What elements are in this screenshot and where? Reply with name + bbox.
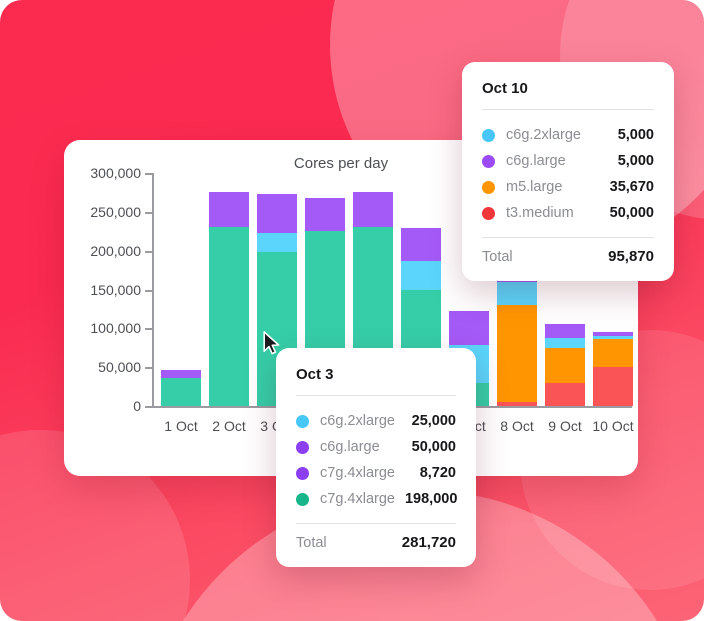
y-axis-tick <box>145 406 152 408</box>
tooltip-total-label: Total <box>296 534 327 551</box>
y-axis-tick-label: 150,000 <box>90 281 141 298</box>
tooltip-row: c6g.large 50,000 <box>296 434 456 460</box>
bar-column[interactable] <box>209 192 249 406</box>
tooltip-total-row: Total 281,720 <box>296 534 456 551</box>
tooltip-row: c7g.4xlarge 198,000 <box>296 486 458 512</box>
tooltip-divider <box>296 523 456 524</box>
tooltip-row: c7g.4xlarge 8,720 <box>296 460 456 486</box>
tooltip-series-value: 35,670 <box>609 179 654 195</box>
series-color-dot-icon <box>296 492 309 506</box>
series-color-dot-icon <box>296 414 309 428</box>
tooltip-total-label: Total <box>482 248 513 265</box>
x-axis-tick-label: 2 Oct <box>212 418 246 434</box>
bar-column[interactable] <box>161 370 201 406</box>
y-axis-tick <box>145 211 152 214</box>
tooltip-rows: c6g.2xlarge 25,000 c6g.large 50,000 c7g.4xla… <box>296 408 458 512</box>
bar-segment[interactable] <box>593 331 633 336</box>
mouse-pointer-icon <box>263 331 281 357</box>
bar-segment[interactable] <box>593 335 633 340</box>
y-axis-tick <box>145 328 152 331</box>
tooltip-series-name: c6g.large <box>320 439 380 455</box>
y-axis-tick-label: 250,000 <box>90 203 141 220</box>
tooltip-row: t3.medium 50,000 <box>482 200 654 226</box>
bar-segment[interactable] <box>209 192 249 228</box>
x-axis-tick-label: 8 Oct <box>500 418 534 434</box>
x-axis-tick-label: 10 Oct <box>592 418 634 434</box>
series-color-dot-icon <box>296 466 309 480</box>
bar-segment[interactable] <box>545 324 585 339</box>
tooltip-title: Oct 10 <box>482 80 528 97</box>
tooltip-series-value: 5,000 <box>617 153 654 169</box>
y-axis-tick <box>145 173 152 175</box>
tooltip-rows: c6g.2xlarge 5,000 c6g.large 5,000 m5.large 35… <box>482 122 654 226</box>
y-axis-tick-label: 100,000 <box>90 320 141 337</box>
bar-segment[interactable] <box>161 378 201 406</box>
tooltip-series-value: 50,000 <box>411 439 456 455</box>
tooltip-series-name: c6g.2xlarge <box>320 413 395 429</box>
tooltip-series-name: c6g.2xlarge <box>506 127 581 143</box>
tooltip-series-name: c7g.4xlarge <box>320 465 395 481</box>
bar-segment[interactable] <box>305 197 345 232</box>
y-axis-tick-label: 200,000 <box>90 242 141 259</box>
bar-segment[interactable] <box>209 227 249 406</box>
tooltip-divider <box>482 237 654 238</box>
tooltip-oct-10: Oct 10 c6g.2xlarge 5,000 c6g.large 5,000 m5.… <box>462 62 674 281</box>
bar-column[interactable] <box>545 324 585 406</box>
y-axis-line <box>152 173 154 406</box>
bar-segment[interactable] <box>449 310 489 346</box>
tooltip-series-value: 25,000 <box>411 413 456 429</box>
tooltip-series-value: 50,000 <box>609 205 654 221</box>
bar-segment[interactable] <box>545 347 585 383</box>
tooltip-series-name: c7g.4xlarge <box>320 491 395 507</box>
series-color-dot-icon <box>482 154 495 168</box>
bar-segment[interactable] <box>497 402 537 406</box>
bar-segment[interactable] <box>161 370 201 379</box>
tooltip-total-value: 281,720 <box>401 534 456 551</box>
series-color-dot-icon <box>296 440 309 454</box>
bar-segment[interactable] <box>593 367 633 406</box>
series-color-dot-icon <box>482 128 495 142</box>
tooltip-divider <box>296 395 456 396</box>
y-axis-tick-label: 50,000 <box>98 359 141 376</box>
tooltip-oct-3: Oct 3 c6g.2xlarge 25,000 c6g.large 50,000 c7… <box>276 348 476 567</box>
tooltip-series-value: 5,000 <box>617 127 654 143</box>
tooltip-divider <box>482 109 654 110</box>
bar-segment[interactable] <box>401 228 441 261</box>
tooltip-series-name: m5.large <box>506 179 563 195</box>
bar-segment[interactable] <box>497 281 537 306</box>
bar-segment[interactable] <box>257 232 297 253</box>
tooltip-series-value: 198,000 <box>404 491 458 507</box>
tooltip-series-name: c6g.large <box>506 153 566 169</box>
x-axis-tick-label: 9 Oct <box>548 418 582 434</box>
bar-segment[interactable] <box>545 338 585 348</box>
bar-segment[interactable] <box>353 192 393 228</box>
x-axis-tick-label: 1 Oct <box>164 418 198 434</box>
bar-column[interactable] <box>593 331 633 406</box>
tooltip-total-row: Total 95,870 <box>482 248 654 265</box>
tooltip-series-name: t3.medium <box>506 205 574 221</box>
tooltip-total-value: 95,870 <box>608 248 654 265</box>
bar-segment[interactable] <box>545 382 585 406</box>
tooltip-row: m5.large 35,670 <box>482 174 654 200</box>
y-axis-tick <box>145 250 152 253</box>
y-axis-tick-label: 0 <box>133 398 141 414</box>
series-color-dot-icon <box>482 180 495 194</box>
y-axis-tick-label: 300,000 <box>90 165 141 181</box>
bar-segment[interactable] <box>497 305 537 403</box>
series-color-dot-icon <box>482 206 495 220</box>
tooltip-series-value: 8,720 <box>419 465 456 481</box>
y-axis-tick <box>145 367 152 370</box>
y-axis-tick <box>145 289 152 292</box>
tooltip-row: c6g.2xlarge 25,000 <box>296 408 456 434</box>
bar-segment[interactable] <box>257 194 297 233</box>
tooltip-row: c6g.large 5,000 <box>482 148 654 174</box>
tooltip-row: c6g.2xlarge 5,000 <box>482 122 654 148</box>
bar-segment[interactable] <box>401 260 441 290</box>
chart-title: Cores per day <box>293 155 389 172</box>
tooltip-title: Oct 3 <box>296 366 334 383</box>
bar-segment[interactable] <box>593 339 633 368</box>
